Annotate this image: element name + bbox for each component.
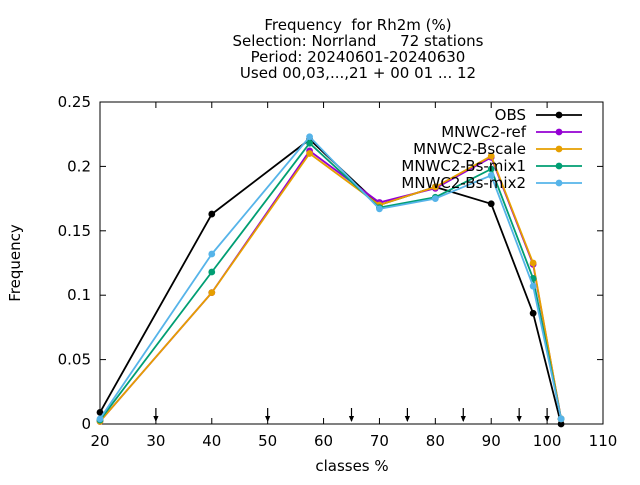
data-point xyxy=(96,409,104,416)
series-line xyxy=(99,142,562,421)
data-point xyxy=(557,420,565,428)
data-point xyxy=(306,139,313,147)
data-point xyxy=(208,289,216,297)
data-point xyxy=(529,259,537,267)
data-point xyxy=(306,150,313,157)
legend-marker xyxy=(555,145,563,153)
y-tick-label: 0.2 xyxy=(67,157,91,175)
class-marker-arrow xyxy=(348,416,355,422)
data-point xyxy=(487,172,495,179)
chart-title-line: Frequency for Rh2m (%) xyxy=(264,16,451,34)
y-tick-label: 0.25 xyxy=(58,93,91,111)
x-tick-label: 50 xyxy=(258,432,277,450)
data-point xyxy=(487,200,495,208)
data-point xyxy=(306,133,313,141)
class-markers xyxy=(153,408,550,422)
data-point xyxy=(487,152,495,160)
y-tick-label: 0.1 xyxy=(67,286,91,304)
chart-title-line: Selection: Norrland 72 stations xyxy=(233,32,484,50)
data-point xyxy=(431,195,439,203)
x-tick-label: 70 xyxy=(370,432,389,450)
x-axis: 20 30 40 50 60 70 80 90 100 110 xyxy=(90,102,617,450)
y-axis: 0 0.05 0.1 0.15 0.2 0.25 xyxy=(58,93,603,433)
series-line xyxy=(99,152,562,422)
series-line xyxy=(99,135,562,420)
legend-marker xyxy=(555,162,563,170)
legend: OBSMNWC2-refMNWC2-BscaleMNWC2-Bs-mix1MNW… xyxy=(401,106,582,192)
legend-label: MNWC2-Bscale xyxy=(413,140,526,158)
data-point xyxy=(208,268,216,276)
x-tick-label: 40 xyxy=(202,432,221,450)
legend-marker xyxy=(555,111,563,119)
y-tick-label: 0.15 xyxy=(58,222,91,240)
x-tick-label: 100 xyxy=(533,432,562,450)
class-marker-arrow xyxy=(460,416,466,422)
data-point xyxy=(529,309,537,317)
y-tick-label: 0 xyxy=(81,415,91,433)
class-marker-arrow xyxy=(404,416,410,422)
legend-label: OBS xyxy=(495,106,526,124)
series-lines xyxy=(96,133,565,428)
chart-title-line: Period: 20240601-20240630 xyxy=(251,48,466,66)
x-tick-label: 30 xyxy=(146,432,165,450)
x-tick-label: 80 xyxy=(426,432,445,450)
y-axis-label: Frequency xyxy=(6,224,24,302)
legend-label: MNWC2-Bs-mix2 xyxy=(401,174,526,192)
legend-marker xyxy=(555,128,563,136)
data-point xyxy=(208,210,216,218)
chart-title: Frequency for Rh2m (%)Selection: Norrlan… xyxy=(233,16,484,82)
data-point xyxy=(431,183,439,191)
legend-marker xyxy=(555,179,563,187)
data-point xyxy=(376,205,383,213)
legend-label: MNWC2-ref xyxy=(441,123,526,141)
data-point xyxy=(208,250,216,258)
chart-title-line: Used 00,03,...,21 + 00 01 ... 12 xyxy=(240,64,476,82)
x-tick-label: 20 xyxy=(90,432,109,450)
y-tick-label: 0.05 xyxy=(58,351,91,369)
class-marker-arrow xyxy=(516,416,522,422)
x-tick-label: 90 xyxy=(482,432,501,450)
data-point xyxy=(529,282,537,290)
legend-label: MNWC2-Bs-mix1 xyxy=(401,157,526,175)
data-point xyxy=(557,415,565,423)
x-tick-label: 60 xyxy=(314,432,333,450)
plot-frame xyxy=(99,101,604,425)
data-point xyxy=(487,165,495,173)
data-point xyxy=(96,415,104,423)
x-axis-label: classes % xyxy=(315,457,388,475)
x-tick-label: 110 xyxy=(589,432,618,450)
